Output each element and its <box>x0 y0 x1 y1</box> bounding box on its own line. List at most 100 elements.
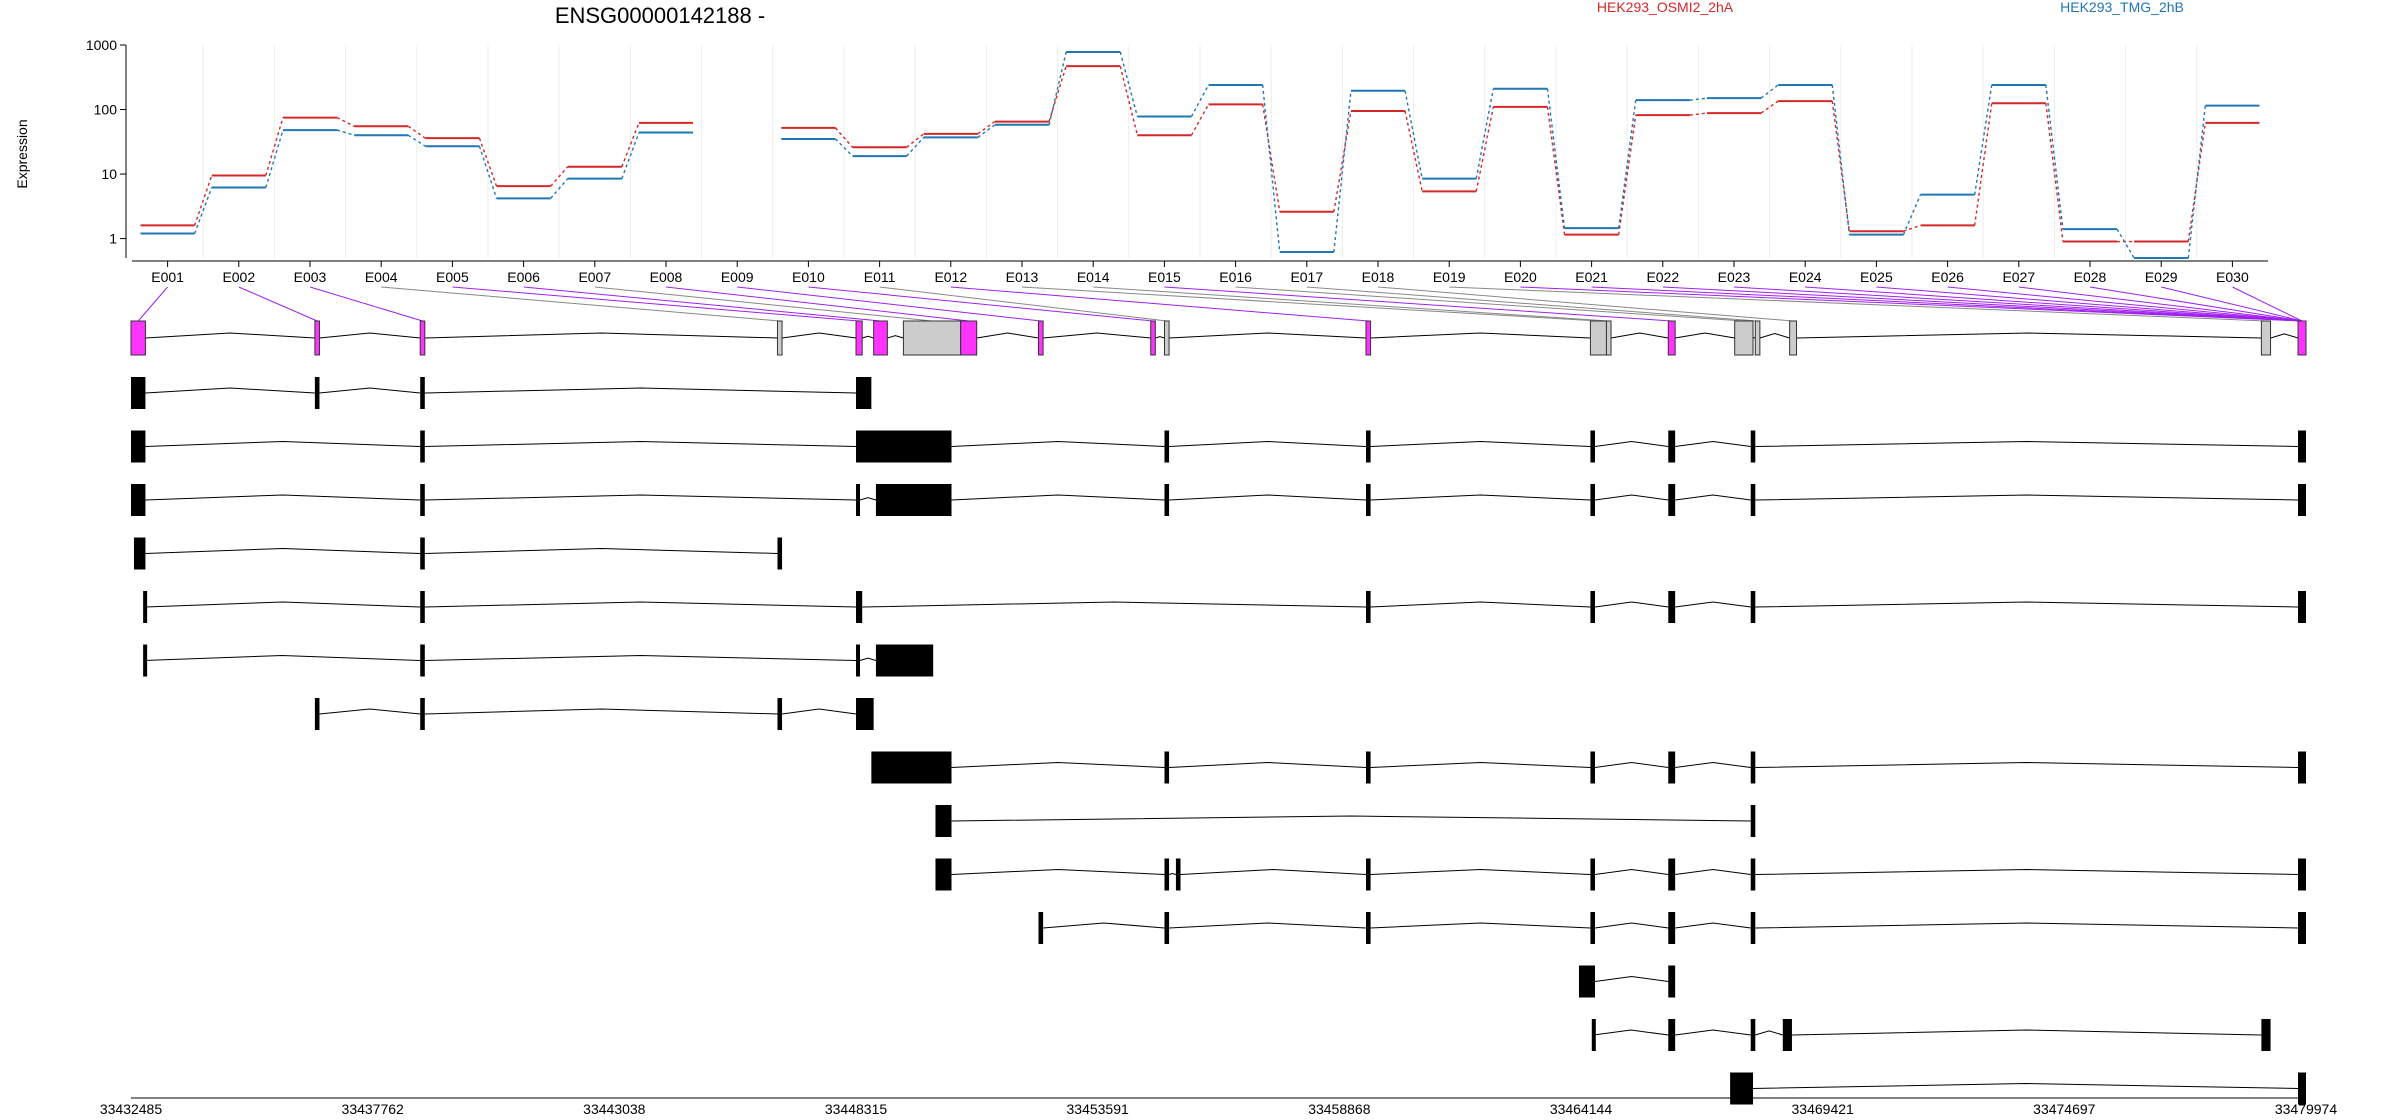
transcript-exon <box>856 484 861 516</box>
exon-bin-box <box>960 320 978 356</box>
intron-line <box>424 494 857 501</box>
transcript-exon <box>133 537 146 570</box>
x-tick-label: E012 <box>934 269 967 285</box>
connector-line <box>137 286 168 322</box>
x-tick-label: E030 <box>2216 269 2249 285</box>
intron-line <box>1675 922 1751 929</box>
series-connector <box>1048 51 1067 125</box>
transcript-exon <box>1590 858 1595 891</box>
connector-line <box>1662 286 2303 322</box>
series-connector <box>265 117 284 176</box>
x-tick-label: E004 <box>365 269 398 285</box>
expression-series <box>140 50 2260 259</box>
transcript-exon <box>1365 858 1371 891</box>
gridlines <box>202 45 2198 258</box>
exon-bin-box <box>1734 320 1754 356</box>
transcript-exon <box>1750 591 1756 623</box>
series-connector <box>550 178 569 199</box>
plot-axes: 1 10 100 1000 E001 E002 E003 E004 E005 E006 E007 E0… <box>86 37 2268 285</box>
connector-line <box>1520 286 2303 322</box>
intron-line <box>1755 601 2299 608</box>
transcript-exon <box>856 591 863 623</box>
transcript-exon <box>2298 1072 2306 1105</box>
transcript-exon <box>143 644 148 677</box>
intron-line <box>145 387 315 394</box>
y-tick-label: 100 <box>94 102 118 118</box>
transcript-exon <box>2298 484 2306 516</box>
transcript-track <box>314 698 874 730</box>
transcript-exon <box>1668 484 1676 516</box>
x-tick-label: E021 <box>1575 269 1608 285</box>
intron-line <box>2270 333 2299 339</box>
transcript-exon <box>856 644 861 677</box>
intron-line <box>1755 1030 1783 1036</box>
transcript-track <box>935 805 1756 837</box>
transcript-exon <box>1164 430 1170 463</box>
x-tick-label: E027 <box>2002 269 2035 285</box>
transcript-exon <box>1365 430 1371 463</box>
intron-line <box>1675 601 1751 608</box>
exon-bin-box <box>873 320 888 356</box>
intron-line <box>1180 868 1367 875</box>
transcript-exon <box>875 484 952 516</box>
series-connector <box>834 127 854 148</box>
x-tick-label: E028 <box>2074 269 2107 285</box>
intron-line <box>145 494 421 501</box>
transcript-exon <box>2261 1019 2271 1051</box>
transcript-track <box>131 430 2306 463</box>
transcript-exon <box>1365 484 1371 516</box>
connector-line <box>1093 286 1609 322</box>
transcript-exon <box>1782 1019 1792 1051</box>
connector-line <box>1306 286 1758 322</box>
intron-line <box>1043 922 1165 929</box>
connector-line <box>2089 286 2303 322</box>
series-connector <box>1689 97 1708 101</box>
series-connector <box>2187 105 2207 259</box>
exon-bin-box <box>2297 320 2307 356</box>
intron-line <box>1594 440 1669 447</box>
intron-line <box>1370 868 1591 875</box>
x-tick-label: E007 <box>578 269 611 285</box>
transcript-exon <box>420 484 425 516</box>
series-connector <box>1831 101 1851 232</box>
transcript-tracks <box>131 377 2306 1105</box>
transcript-exon <box>1578 965 1595 998</box>
series-connector <box>1617 114 1637 235</box>
intron-line <box>145 440 421 447</box>
transcript-exon <box>143 591 148 623</box>
transcript-track <box>1591 1019 2271 1051</box>
transcript-exon <box>1590 484 1595 516</box>
exon-bin-box <box>2260 320 2272 356</box>
transcript-exon <box>1164 912 1170 944</box>
intron-line <box>1791 1029 2262 1036</box>
transcript-exon <box>1175 858 1181 891</box>
transcript-exon <box>1365 591 1371 623</box>
intron-line <box>1753 1082 2299 1089</box>
genome-coordinate-axis: 33432485 33437762 33443038 33448315 33453591… <box>100 1097 2337 1117</box>
transcript-track <box>871 751 2306 784</box>
transcript-exon <box>314 377 320 409</box>
exon-bin-connectors <box>137 286 2303 322</box>
transcript-exon <box>1668 1019 1676 1051</box>
connector-line <box>1805 286 2303 322</box>
transcript-track <box>143 644 934 677</box>
transcript-exon <box>1668 965 1676 998</box>
intron-line <box>1593 1029 1669 1036</box>
connector-line <box>1876 286 2303 322</box>
connector-line <box>808 286 1154 322</box>
exon-bin-box <box>1667 320 1676 356</box>
x-tick-label: E029 <box>2145 269 2178 285</box>
transcript-exon <box>420 698 425 730</box>
intron-line <box>1759 333 1790 339</box>
intron-line <box>1594 761 1669 768</box>
transcript-exon <box>2298 430 2306 463</box>
exon-bin-box <box>1589 320 1607 356</box>
series-connector <box>550 166 569 187</box>
merged-exon-model <box>130 320 2307 356</box>
series-connector <box>193 187 213 234</box>
transcript-exon <box>856 430 952 463</box>
intron-line <box>1755 494 2299 501</box>
intron-line <box>862 335 874 339</box>
transcript-exon <box>1750 751 1756 784</box>
transcript-exon <box>1590 912 1595 944</box>
